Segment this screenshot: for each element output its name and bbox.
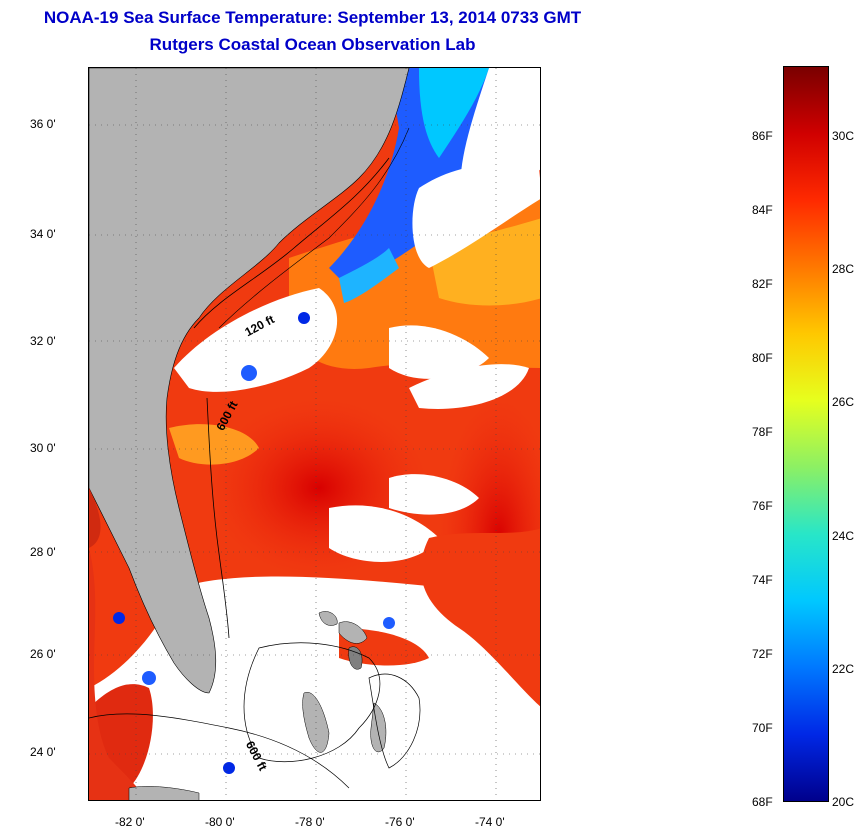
colorbar-celsius-label: 24C bbox=[832, 529, 855, 543]
gulf-water bbox=[89, 488, 101, 548]
sst-map-graphic: 120 ft 600 ft 600 ft bbox=[89, 68, 540, 800]
contour-120ft bbox=[193, 157, 390, 329]
colorbar-celsius-label: 28C bbox=[832, 262, 855, 276]
colorbar-fahrenheit-label: 78F bbox=[752, 425, 773, 439]
colorbar-celsius-label: 30C bbox=[832, 129, 855, 143]
lat-lon-grid bbox=[89, 68, 540, 800]
map-title: NOAA-19 Sea Surface Temperature: Septemb… bbox=[43, 8, 582, 27]
colorbar-fahrenheit-label: 82F bbox=[752, 277, 773, 291]
cold-spot bbox=[383, 617, 395, 629]
sst-map: 120 ft 600 ft 600 ft bbox=[88, 67, 541, 801]
lat-tick-label: 36 0' bbox=[30, 117, 56, 131]
island bbox=[338, 621, 368, 644]
land-mainland bbox=[89, 68, 410, 694]
cold-spot bbox=[241, 365, 257, 381]
colorbar-fahrenheit-label: 86F bbox=[752, 129, 773, 143]
cool-water-band bbox=[339, 248, 399, 303]
lat-tick-label: 30 0' bbox=[30, 441, 56, 455]
lat-tick-label: 26 0' bbox=[30, 647, 56, 661]
cloud-cover bbox=[329, 505, 439, 562]
contour-600ft bbox=[206, 397, 230, 639]
island bbox=[348, 646, 363, 670]
colorbar-fahrenheit-label: 70F bbox=[752, 721, 773, 735]
mid-temperature-zone bbox=[169, 424, 259, 465]
colorbar-fahrenheit-label: 72F bbox=[752, 647, 773, 661]
temperature-colorbar bbox=[783, 66, 829, 802]
map-subtitle: Rutgers Coastal Ocean Observation Lab bbox=[149, 35, 476, 54]
mid-temperature-zone bbox=[429, 218, 540, 306]
cloud-cover bbox=[389, 474, 479, 515]
contour-bahamas-bank bbox=[368, 673, 421, 769]
lat-tick-label: 32 0' bbox=[30, 334, 56, 348]
island-cuba bbox=[128, 786, 200, 800]
colorbar-fahrenheit-label: 74F bbox=[752, 573, 773, 587]
lat-tick-label: 24 0' bbox=[30, 745, 56, 759]
contour-600ft bbox=[89, 713, 350, 789]
gulf-water bbox=[89, 548, 148, 800]
cool-water-band bbox=[419, 68, 489, 158]
lat-tick-label: 34 0' bbox=[30, 227, 56, 241]
colorbar-fahrenheit-label: 76F bbox=[752, 499, 773, 513]
cold-spot bbox=[223, 762, 235, 774]
cloud-cover bbox=[174, 288, 338, 392]
ocean-warm-water bbox=[420, 528, 540, 707]
lon-tick-label: -74 0' bbox=[475, 815, 505, 829]
lat-tick-label: 28 0' bbox=[30, 545, 56, 559]
island bbox=[370, 702, 387, 753]
cloud-cover bbox=[389, 325, 489, 379]
lon-tick-label: -82 0' bbox=[115, 815, 145, 829]
cold-spot bbox=[298, 312, 310, 324]
lon-tick-label: -76 0' bbox=[385, 815, 415, 829]
colorbar-fahrenheit-label: 80F bbox=[752, 351, 773, 365]
lon-tick-label: -78 0' bbox=[295, 815, 325, 829]
contour-bahamas-bank bbox=[243, 642, 381, 763]
colorbar-fahrenheit-label: 68F bbox=[752, 795, 773, 809]
island bbox=[318, 611, 338, 626]
colorbar-celsius-label: 26C bbox=[832, 395, 855, 409]
cloud-cover bbox=[412, 164, 540, 268]
cold-spot bbox=[113, 612, 125, 624]
contour-600ft bbox=[218, 127, 410, 329]
colorbar-celsius-label: 20C bbox=[832, 795, 855, 809]
colorbar-celsius-label: 22C bbox=[832, 662, 855, 676]
cold-spot bbox=[142, 671, 156, 685]
cloud-cover bbox=[409, 364, 529, 409]
lon-tick-label: -80 0' bbox=[205, 815, 235, 829]
colorbar-fahrenheit-label: 84F bbox=[752, 203, 773, 217]
